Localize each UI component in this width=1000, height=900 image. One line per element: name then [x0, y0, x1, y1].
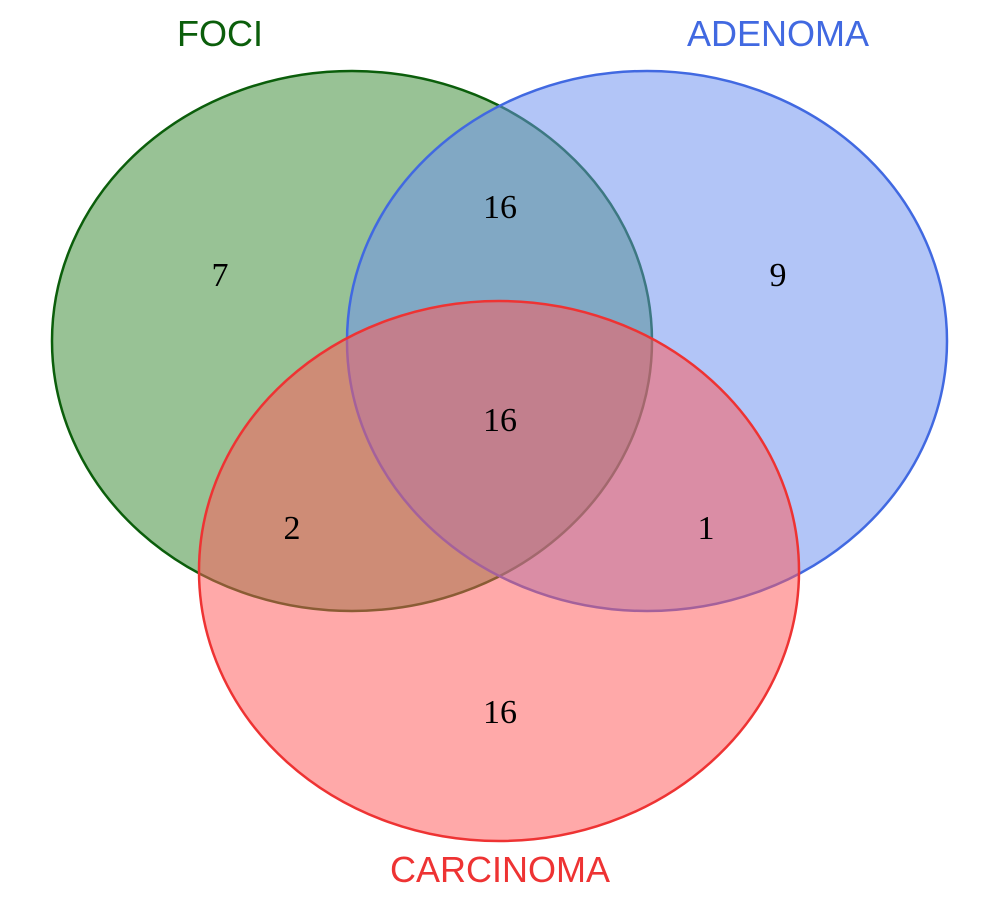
- carcinoma-circle: [197, 299, 801, 843]
- adenoma-only-count: 9: [770, 257, 787, 294]
- adenoma-label: ADENOMA: [687, 13, 869, 54]
- foci-label: FOCI: [177, 13, 263, 54]
- carcinoma-label: CARCINOMA: [390, 849, 610, 890]
- carcinoma-only-count: 16: [483, 694, 517, 731]
- foci-only-count: 7: [212, 257, 229, 294]
- adenoma-carcinoma-count: 1: [698, 510, 715, 547]
- foci-adenoma-count: 16: [483, 189, 517, 226]
- all-three-count: 16: [483, 402, 517, 439]
- foci-carcinoma-count: 2: [284, 510, 301, 547]
